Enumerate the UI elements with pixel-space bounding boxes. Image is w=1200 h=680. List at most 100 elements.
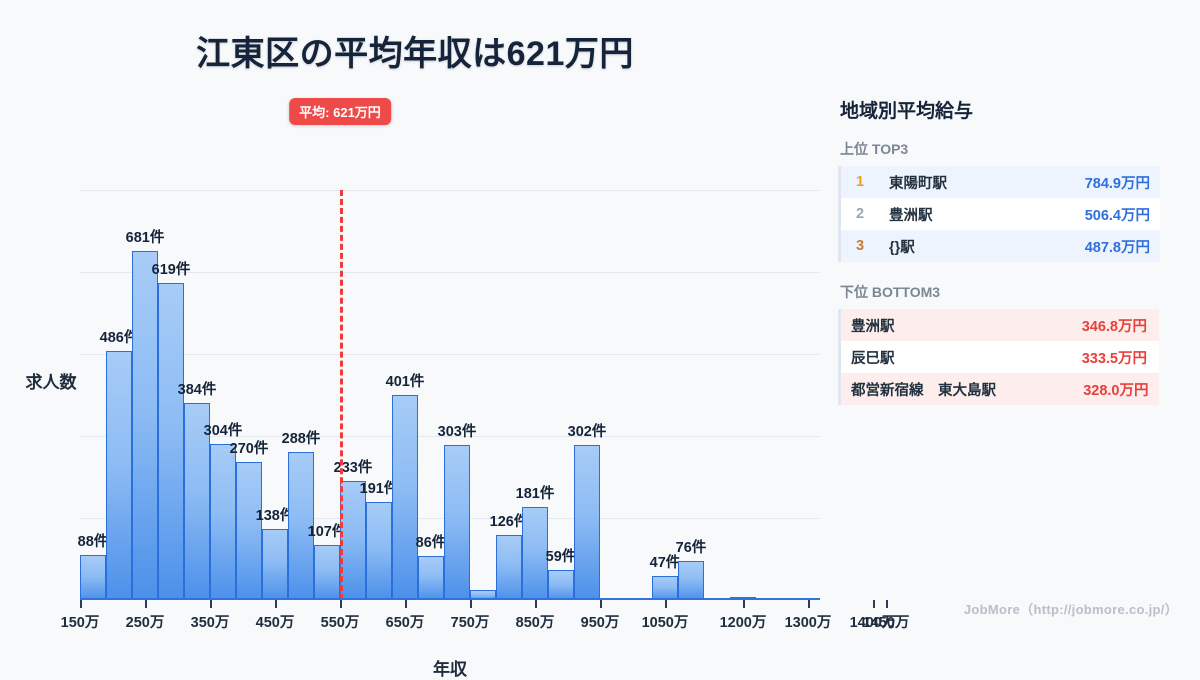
page-title: 江東区の平均年収は621万円 bbox=[196, 35, 634, 73]
bar-value-label: 126件 bbox=[489, 514, 529, 531]
x-tick-mark bbox=[600, 600, 602, 608]
x-tick-mark bbox=[665, 600, 667, 608]
average-line bbox=[340, 190, 343, 600]
x-axis-ticks: 150万 250万 350万 450万 550万 650万 750万 850万 950万 1050… bbox=[61, 600, 909, 634]
x-tick-label: 450万 bbox=[255, 615, 295, 631]
x-tick-mark bbox=[405, 600, 407, 608]
x-tick-mark bbox=[210, 600, 212, 608]
bar-value-label: 304件 bbox=[203, 423, 243, 440]
histogram-bar bbox=[652, 575, 678, 600]
table-row: 3 {}駅 487.8万円 bbox=[839, 230, 1160, 262]
gridline bbox=[80, 272, 820, 273]
table-row: 都営新宿線 東大島駅 328.0万円 bbox=[839, 373, 1159, 405]
histogram-bar bbox=[262, 529, 288, 600]
x-tick-mark bbox=[275, 600, 277, 608]
bar-value-label: 191件 bbox=[359, 481, 399, 498]
x-tick-label: 1200万 bbox=[719, 615, 767, 631]
x-axis-baseline bbox=[80, 598, 820, 600]
bar-value-label: 401件 bbox=[385, 373, 425, 390]
x-tick-label: 1300万 bbox=[784, 615, 832, 631]
bar-value-label: 233件 bbox=[333, 459, 373, 476]
bar-value-label: 619件 bbox=[151, 261, 191, 278]
bar-value-label: 681件 bbox=[125, 230, 165, 246]
x-tick-mark bbox=[145, 600, 147, 608]
bar-value-label: 486件 bbox=[99, 329, 139, 346]
bar-value-label: 181件 bbox=[515, 486, 555, 503]
table-row: 辰巳駅 333.5万円 bbox=[839, 341, 1159, 373]
plot-area: 88件 486件 681件 619件 384件 304件 270件 138件 288件 107件 2… bbox=[77, 190, 820, 600]
table-row: 2 豊洲駅 506.4万円 bbox=[839, 198, 1160, 230]
bar-value-label: 86件 bbox=[415, 534, 447, 551]
salary-value: 784.9万円 bbox=[1084, 175, 1150, 192]
table-row: 1 東陽町駅 784.9万円 bbox=[839, 166, 1160, 198]
histogram-bar bbox=[548, 569, 574, 600]
top3-table: 1 東陽町駅 784.9万円 2 豊洲駅 506.4万円 3 {}駅 487.8万円 bbox=[838, 166, 1160, 262]
infographic-page: 江東区の平均年収は621万円 求人数 年収 88件 486件 681件 619件 384… bbox=[0, 35, 1178, 679]
x-tick-label: 550万 bbox=[320, 615, 360, 631]
x-tick-mark bbox=[80, 600, 82, 608]
histogram-bar bbox=[184, 403, 210, 600]
x-tick-mark bbox=[873, 600, 875, 608]
area-salary-panel: 地域別平均給与 上位 TOP3 1 東陽町駅 784.9万円 2 豊洲駅 506.4万円 3… bbox=[838, 96, 1168, 425]
salary-value: 346.8万円 bbox=[1081, 318, 1147, 335]
x-tick-label: 650万 bbox=[385, 615, 425, 631]
histogram-bar bbox=[158, 282, 184, 600]
x-tick-label: 850万 bbox=[515, 615, 555, 631]
bar-value-label: 138件 bbox=[255, 508, 295, 525]
bar-value-label: 88件 bbox=[77, 533, 109, 550]
histogram-bar bbox=[444, 444, 470, 600]
station-name: 豊洲駅 bbox=[889, 207, 933, 224]
bar-value-label: 288件 bbox=[281, 431, 321, 448]
bar-series: 88件 486件 681件 619件 384件 304件 270件 138件 288件 107件 2… bbox=[77, 190, 820, 600]
histogram-bar bbox=[678, 561, 704, 600]
histogram-bar bbox=[496, 535, 522, 600]
bar-value-label: 59件 bbox=[545, 548, 577, 565]
average-badge: 平均: 621万円 bbox=[289, 98, 391, 125]
histogram-bar bbox=[340, 480, 366, 600]
gridline bbox=[80, 354, 820, 355]
salary-value: 333.5万円 bbox=[1081, 350, 1147, 367]
histogram-bar bbox=[522, 507, 548, 600]
top3-heading: 上位 TOP3 bbox=[840, 141, 909, 157]
bar-value-label: 270件 bbox=[229, 440, 269, 457]
histogram-bar bbox=[366, 502, 392, 600]
rank-number: 3 bbox=[855, 238, 865, 254]
x-tick-label: 1050万 bbox=[641, 615, 689, 631]
station-name: 都営新宿線 東大島駅 bbox=[851, 382, 996, 399]
histogram-bar bbox=[574, 445, 600, 600]
y-axis-label: 求人数 bbox=[25, 373, 77, 392]
watermark-footer: JobMore（http://jobmore.co.jp/） bbox=[963, 602, 1178, 617]
station-name: 豊洲駅 bbox=[851, 318, 895, 335]
x-tick-label: 1400万 bbox=[849, 615, 897, 631]
x-tick-label: 250万 bbox=[125, 615, 165, 631]
gridline bbox=[80, 436, 820, 437]
x-tick-mark bbox=[340, 600, 342, 608]
table-row: 豊洲駅 346.8万円 bbox=[839, 309, 1159, 341]
bar-value-label: 107件 bbox=[307, 524, 347, 541]
panel-title: 地域別平均給与 bbox=[840, 101, 974, 122]
salary-value: 506.4万円 bbox=[1084, 207, 1150, 224]
histogram-bar bbox=[80, 554, 106, 600]
bar-value-label: 47件 bbox=[649, 554, 681, 571]
x-tick-label: 950万 bbox=[580, 615, 620, 631]
histogram-bar bbox=[470, 589, 496, 600]
x-tick-label: 150万 bbox=[60, 615, 100, 631]
histogram-bar bbox=[236, 461, 262, 600]
x-tick-mark bbox=[808, 600, 810, 608]
salary-value: 487.8万円 bbox=[1084, 239, 1150, 256]
x-axis-label: 年収 bbox=[433, 660, 467, 679]
x-tick-mark bbox=[743, 600, 745, 608]
x-tick-mark bbox=[886, 600, 888, 608]
bar-value-label: 384件 bbox=[177, 382, 217, 399]
rank-number: 2 bbox=[855, 206, 865, 222]
bottom3-heading: 下位 BOTTOM3 bbox=[840, 284, 941, 300]
histogram-chart: 求人数 年収 88件 486件 681件 619件 384件 304件 270件 138件 28… bbox=[0, 90, 909, 679]
x-tick-label: 1450万 bbox=[862, 615, 910, 631]
gridline bbox=[80, 190, 820, 191]
x-tick-mark bbox=[535, 600, 537, 608]
x-tick-label: 350万 bbox=[190, 615, 230, 631]
station-name: {}駅 bbox=[889, 239, 915, 256]
salary-value: 328.0万円 bbox=[1083, 382, 1149, 399]
histogram-bar bbox=[418, 555, 444, 600]
histogram-bar bbox=[392, 394, 418, 600]
